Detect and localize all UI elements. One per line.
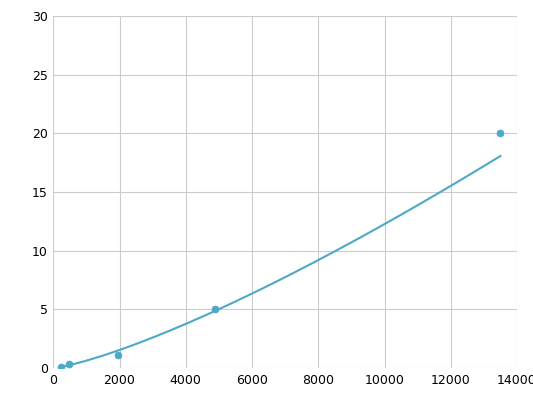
Point [211, 306, 219, 312]
Point [57, 364, 66, 370]
Point [496, 130, 505, 136]
Point [114, 352, 122, 358]
Point [65, 361, 74, 368]
